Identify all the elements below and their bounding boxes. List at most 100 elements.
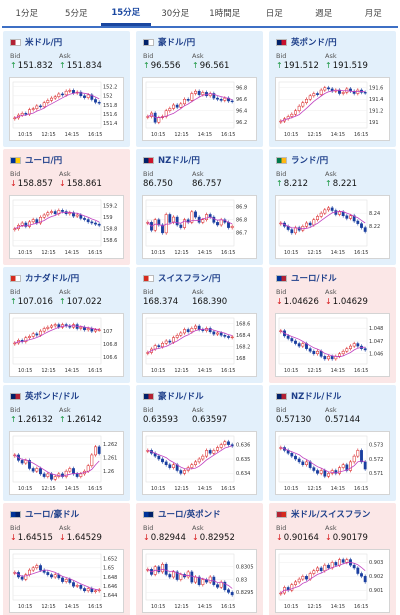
y-tick-label: 158.6 [103, 238, 117, 244]
candlestick-chart[interactable]: 86.9 86.8 86.7 10:15 12:15 14:15 16:15 [142, 195, 257, 259]
pair-title[interactable]: ユーロ/豪ドル [10, 508, 79, 520]
candle-body [286, 335, 290, 339]
x-tick-label: 16:15 [354, 604, 368, 610]
ask-value: 191.519 [332, 61, 368, 71]
candlestick-chart[interactable]: 1.652 1.65 1.648 1.646 1.644 10:15 12:15 14:15 1… [9, 549, 124, 613]
tab-4[interactable]: 30分足 [161, 9, 190, 19]
rate-card[interactable]: スイスフラン/円 Bid Ask 168.374 168.390 168.6 168.4 16… [136, 267, 263, 383]
pair-title[interactable]: 英ポンド/円 [276, 36, 337, 48]
x-tick-label: 12:15 [307, 368, 321, 374]
candle-body [90, 94, 94, 100]
candlestick-chart[interactable]: 168.6 168.4 168.2 168 10:15 12:15 14:15 16:15 [142, 313, 257, 377]
x-tick-label: 14:15 [65, 250, 79, 256]
candle-body [94, 329, 97, 332]
candle-body [53, 574, 57, 578]
rate-card[interactable]: 米ドル/円 Bid Ask ↑151.832 ↑151.834 152.2 152 151.8… [3, 31, 130, 147]
x-tick-label: 16:15 [354, 250, 368, 256]
candlestick-chart[interactable]: 152.2 152 151.8 151.6 151.4 10:15 12:15 14:15 16… [9, 77, 124, 141]
candlestick-chart[interactable]: 159.2 159 158.8 158.6 10:15 12:15 14:15 16:15 [9, 195, 124, 259]
x-tick-label: 16:15 [88, 604, 102, 610]
candlestick-chart[interactable]: 8.24 8.22 10:15 12:15 14:15 16:15 [275, 195, 390, 259]
y-tick-label: 159 [103, 215, 113, 221]
pair-title[interactable]: 豪ドル/ドル [143, 390, 204, 402]
candle-body [345, 464, 349, 471]
candlestick-chart[interactable]: 0.636 0.635 0.634 10:15 12:15 14:15 16:15 [142, 431, 257, 495]
rate-card[interactable]: ランド/円 Bid Ask ↑8.212 ↑8.221 8.24 8.22 10:15 12:1… [269, 149, 396, 265]
candle-body [157, 117, 161, 123]
pair-title[interactable]: ユーロ/英ポンド [143, 508, 221, 520]
ask-value: 1.04629 [332, 297, 368, 307]
candle-body [172, 571, 175, 578]
ask-value: 168.390 [192, 297, 228, 307]
tab-8[interactable]: 月足 [364, 9, 382, 19]
pair-title[interactable]: ユーロ/ドル [276, 272, 337, 284]
y-tick-label: 158.8 [103, 227, 117, 233]
candle-body [301, 226, 305, 231]
candlestick-chart[interactable]: 96.8 96.6 96.4 96.2 10:15 12:15 14:15 16:15 [142, 77, 257, 141]
pair-title[interactable]: ユーロ/円 [10, 154, 62, 166]
rate-card[interactable]: 豪ドル/ドル Bid Ask 0.63593 0.63597 0.636 0.635 0.63… [136, 385, 263, 501]
rate-card[interactable]: 米ドル/スイスフラン Bid Ask ↓0.90164 ↓0.90179 0.903 0.9… [269, 503, 396, 615]
candle-body [175, 104, 179, 108]
tab-7[interactable]: 週足 [315, 9, 333, 19]
candle-body [223, 441, 227, 445]
pair-title[interactable]: NZドル/円 [143, 154, 200, 166]
tab-1[interactable]: 1分足 [15, 9, 38, 19]
candlestick-chart[interactable]: 0.573 0.572 0.571 10:15 12:15 14:15 16:15 [275, 431, 390, 495]
candlestick-chart[interactable]: 0.8305 0.83 0.8295 10:15 12:15 14:15 16:15 [142, 549, 257, 613]
rate-card[interactable]: NZドル/ドル Bid Ask 0.57130 0.57144 0.573 0.572 0.5… [269, 385, 396, 501]
bid-price: 0.63593 [143, 415, 178, 425]
candle-body [323, 356, 327, 360]
ask-label: Ask [192, 406, 204, 414]
rate-card[interactable]: ユーロ/英ポンド Bid Ask ↓0.82944 ↓0.82952 0.8305 0.83… [136, 503, 263, 615]
bid-price: ↑107.016 [10, 297, 53, 307]
candle-body [297, 578, 301, 583]
pair-title[interactable]: カナダドル/円 [10, 272, 79, 284]
candle-body [28, 336, 31, 338]
candle-body [157, 566, 161, 573]
flag-icon [276, 392, 287, 400]
candle-body [86, 465, 90, 472]
pair-title[interactable]: スイスフラン/円 [143, 272, 220, 284]
candle-body [305, 576, 308, 580]
x-tick-label: 12:15 [41, 604, 55, 610]
candle-body [323, 87, 327, 91]
bid-value: 158.857 [17, 179, 53, 189]
rate-card[interactable]: 豪ドル/円 Bid Ask ↑96.556 ↑96.561 96.8 96.6 96.4 96.… [136, 31, 263, 147]
pair-title[interactable]: ランド/円 [276, 154, 328, 166]
candle-body [290, 338, 294, 342]
rate-card[interactable]: カナダドル/円 Bid Ask ↑107.016 ↑107.022 107 106.8 106… [3, 267, 130, 383]
candlestick-chart[interactable]: 191.6 191.4 191.2 191 10:15 12:15 14:15 16:15 [275, 77, 390, 141]
candle-body [301, 461, 305, 465]
tab-6[interactable]: 日足 [265, 9, 283, 19]
candlestick-chart[interactable]: 0.903 0.902 0.901 10:15 12:15 14:15 16:15 [275, 549, 390, 613]
candle-body [223, 97, 227, 101]
rate-card[interactable]: ユーロ/豪ドル Bid Ask ↓1.64515 ↓1.64529 1.652 1.65 1.… [3, 503, 130, 615]
candlestick-chart[interactable]: 107 106.8 106.6 10:15 12:15 14:15 16:15 [9, 313, 124, 377]
tab-2[interactable]: 5分足 [65, 9, 88, 19]
pair-title[interactable]: 米ドル/円 [10, 36, 62, 48]
arrow-down-icon: ↓ [276, 533, 283, 542]
chart-svg: 0.573 0.572 0.571 10:15 12:15 14:15 16:15 [278, 435, 383, 492]
rate-card[interactable]: ユーロ/円 Bid Ask ↓158.857 ↓158.861 159.2 159 158.8… [3, 149, 130, 265]
pair-title[interactable]: 米ドル/スイスフラン [276, 508, 370, 520]
rate-card[interactable]: ユーロ/ドル Bid Ask ↓1.04626 ↓1.04629 1.048 1.047 1.… [269, 267, 396, 383]
bid-label: Bid [10, 170, 21, 178]
candle-body [338, 559, 341, 566]
candlestick-chart[interactable]: 1.048 1.047 1.046 10:15 12:15 14:15 16:15 [275, 313, 390, 377]
candle-body [319, 470, 323, 474]
ask-value: 1.26142 [66, 415, 102, 425]
bid-value: 168.374 [143, 297, 179, 307]
x-tick-label: 14:15 [198, 132, 212, 138]
rate-card[interactable]: 英ポンド/円 Bid Ask ↑191.512 ↑191.519 191.6 191.4 19… [269, 31, 396, 147]
rate-card[interactable]: 英ポンド/ドル Bid Ask ↑1.26132 ↑1.26142 1.262 1.261 1… [3, 385, 130, 501]
candle-body [94, 99, 97, 103]
pair-title[interactable]: 豪ドル/円 [143, 36, 195, 48]
chart-svg: 0.903 0.902 0.901 10:15 12:15 14:15 16:15 [278, 553, 383, 610]
tab-3[interactable]: 15分足 [101, 0, 151, 26]
pair-title[interactable]: NZドル/ドル [276, 390, 341, 402]
candlestick-chart[interactable]: 1.262 1.261 1.26 10:15 12:15 14:15 16:15 [9, 431, 124, 495]
rate-card[interactable]: NZドル/円 Bid Ask 86.750 86.757 86.9 86.8 86.7 10:1… [136, 149, 263, 265]
tab-5[interactable]: 1時間足 [209, 9, 241, 19]
pair-title[interactable]: 英ポンド/ドル [10, 390, 79, 402]
